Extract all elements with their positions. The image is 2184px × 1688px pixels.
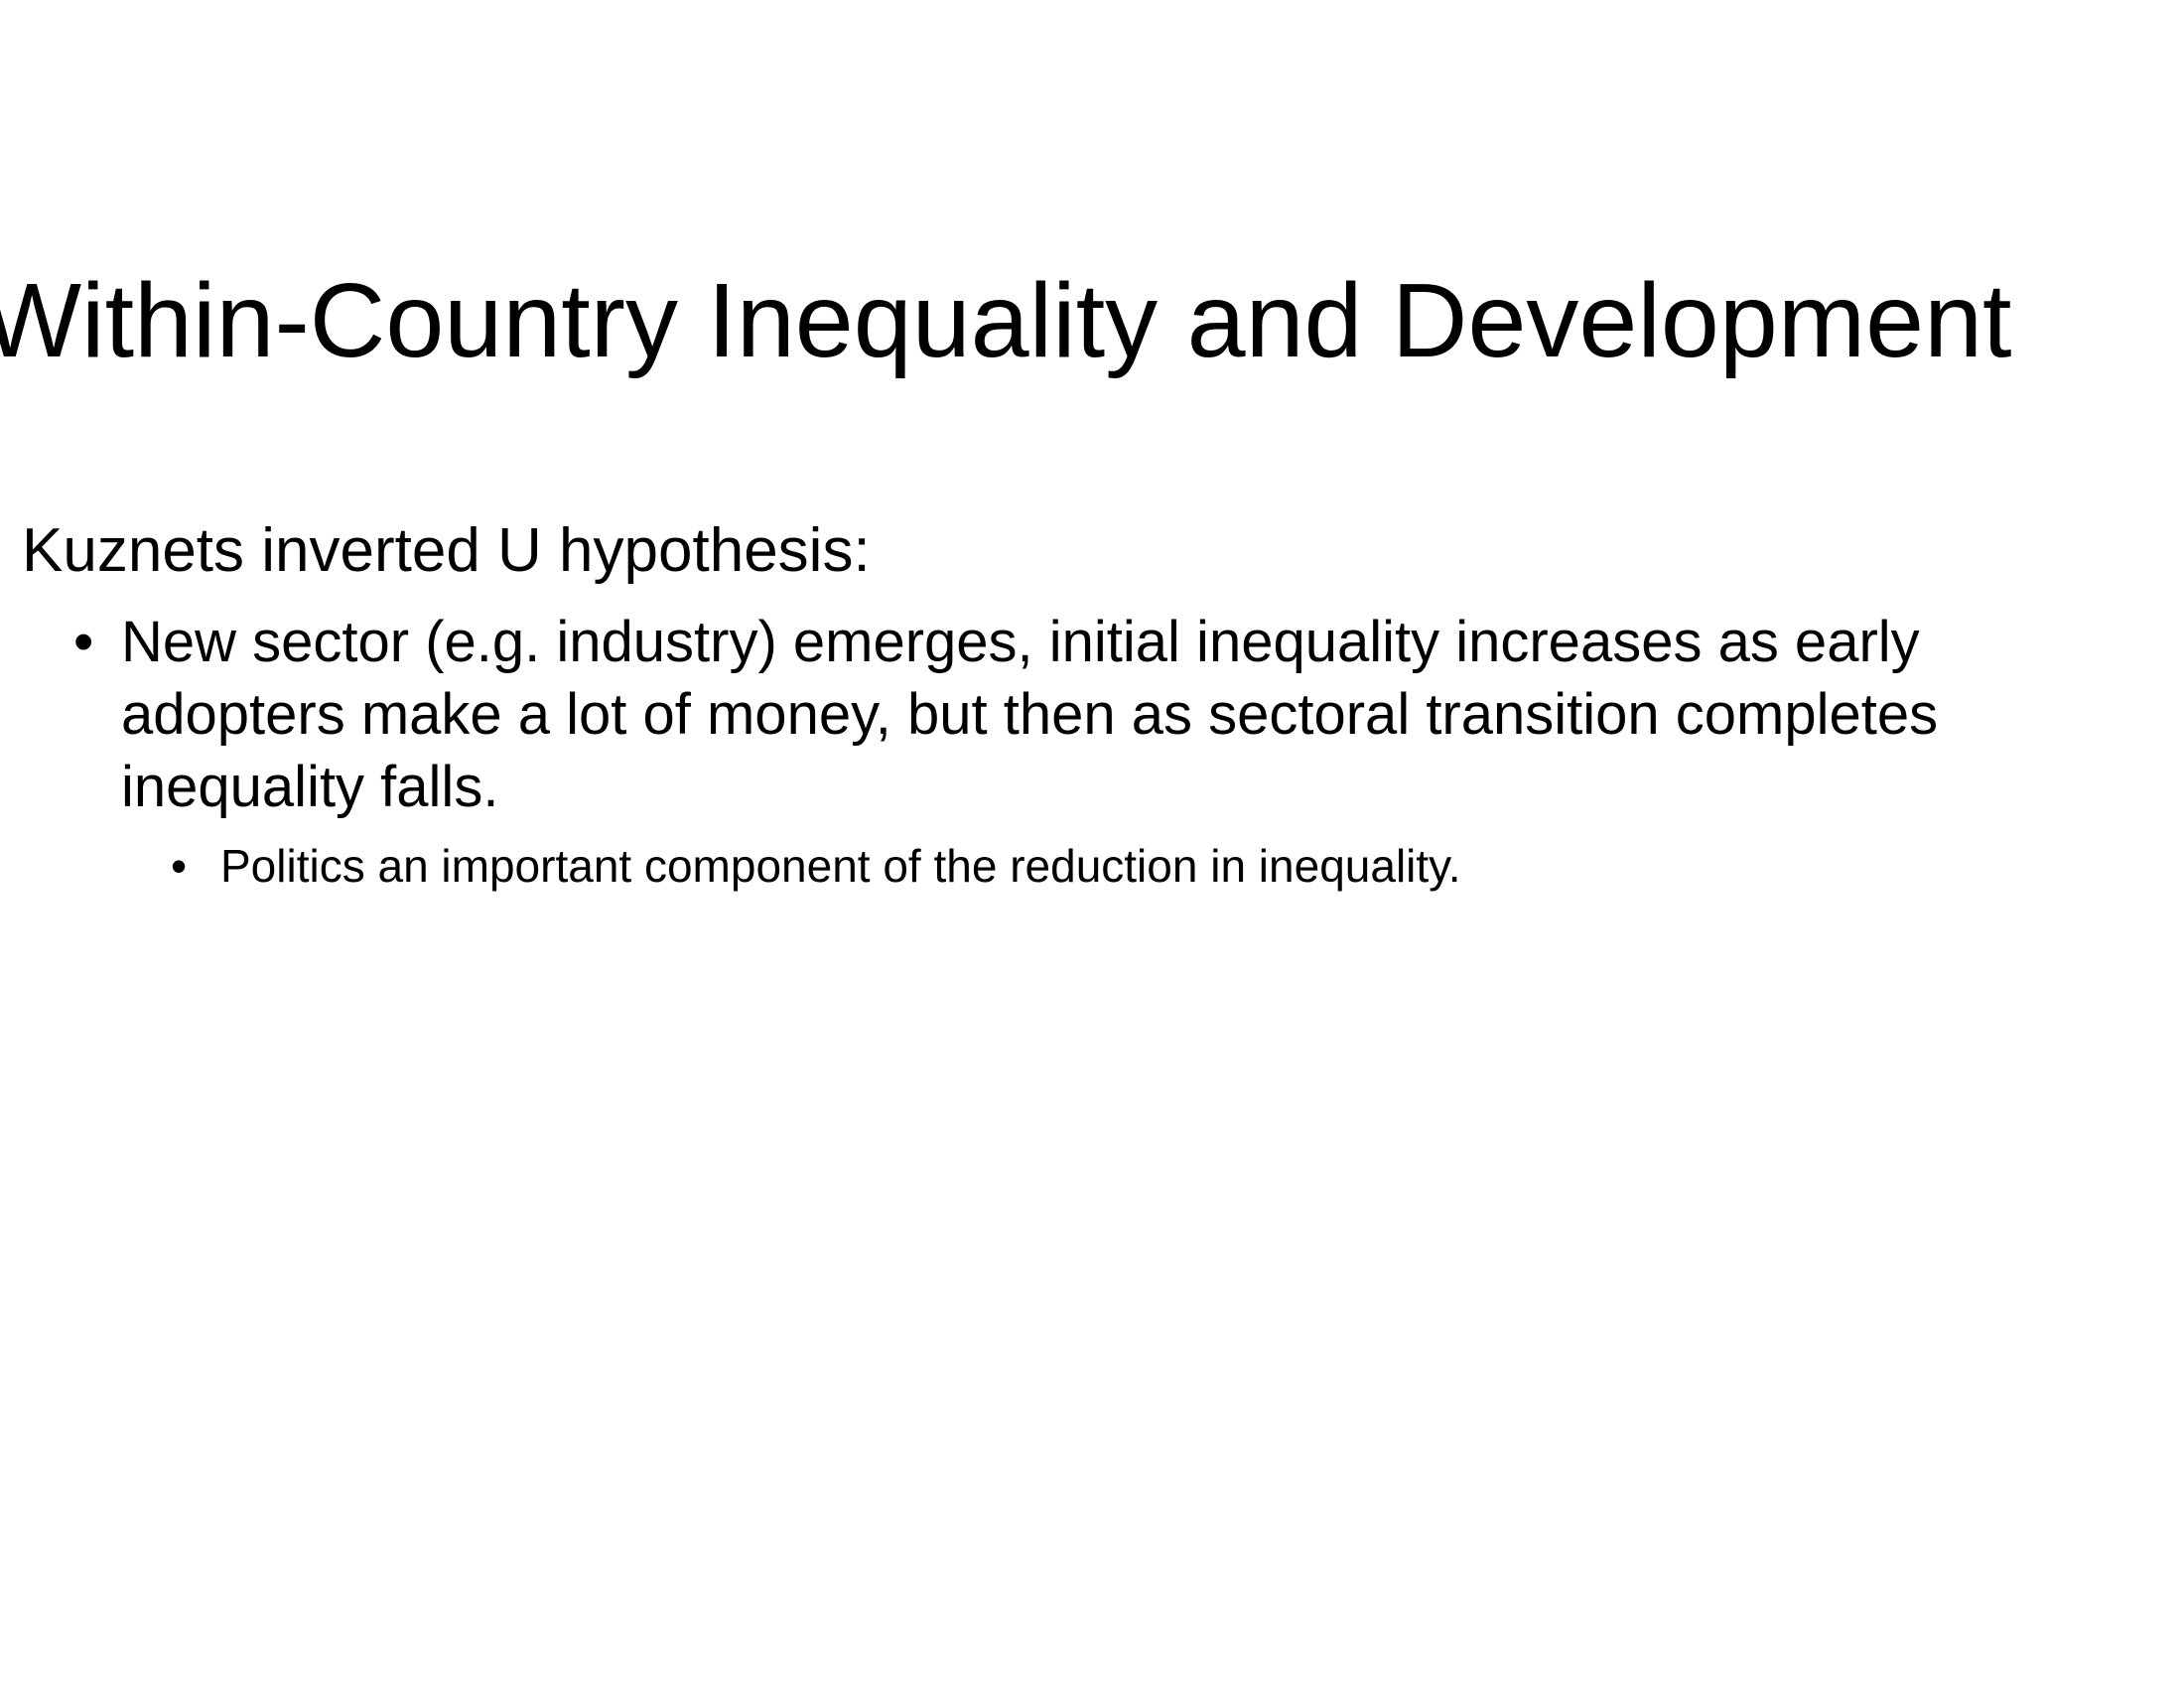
bullet-item: • New sector (e.g. industry) emerges, in… [22, 606, 2116, 823]
bullet-icon: • [73, 610, 94, 675]
sub-bullet-text: Politics an important component of the r… [220, 840, 1461, 893]
sub-bullet-item: • Politics an important component of the… [22, 837, 2126, 897]
slide-title: Within-Country Inequality and Developmen… [0, 262, 2012, 379]
bullet-text: New sector (e.g. industry) emerges, init… [121, 610, 1939, 820]
sub-bullet-icon: • [171, 840, 188, 893]
slide-body: Kuznets inverted U hypothesis: • New sec… [22, 514, 2126, 897]
content-heading: Kuznets inverted U hypothesis: [22, 516, 871, 585]
